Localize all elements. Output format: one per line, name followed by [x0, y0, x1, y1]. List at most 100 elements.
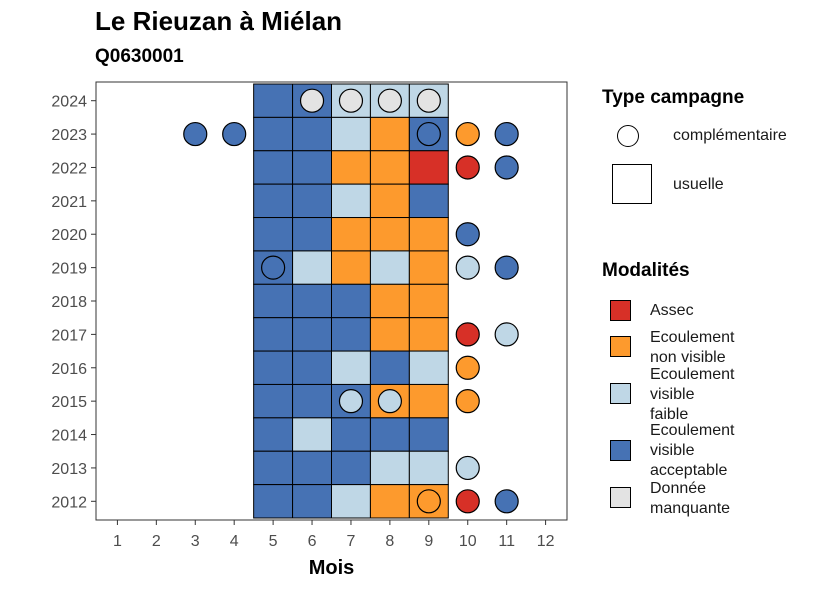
- campaign-point: [494, 322, 519, 347]
- heatmap-tile: [408, 217, 449, 252]
- heatmap-tile: [292, 484, 332, 519]
- color-swatch: [610, 440, 631, 461]
- heatmap-tile: [253, 383, 294, 419]
- heatmap-tile: [331, 484, 371, 519]
- campaign-point: [494, 489, 519, 514]
- color-swatch: [610, 487, 631, 508]
- heatmap-tile: [408, 150, 449, 185]
- heatmap-tile: [292, 350, 332, 385]
- y-tick-label: 2017: [51, 327, 87, 344]
- legend-label-acceptable: Ecoulement visible acceptable: [650, 422, 735, 479]
- campaign-point: [455, 322, 480, 347]
- heatmap-tile: [253, 83, 294, 118]
- heatmap-tile: [331, 350, 371, 385]
- x-tick-label: 1: [113, 533, 122, 550]
- campaign-point: [455, 255, 480, 280]
- heatmap-tile: [253, 417, 294, 452]
- x-tick-label: 5: [269, 533, 278, 550]
- heatmap-tile: [331, 283, 371, 319]
- heatmap-tile: [331, 317, 371, 352]
- heatmap-tile: [253, 484, 294, 519]
- heatmap-tile: [253, 183, 294, 219]
- y-tick-label: 2019: [51, 261, 87, 278]
- legend-label-complementaire: complémentaire: [673, 127, 787, 144]
- heatmap-tile: [253, 116, 294, 152]
- color-swatch: [610, 300, 631, 321]
- campaign-point: [455, 155, 480, 180]
- campaign-point: [416, 121, 441, 147]
- heatmap-tile: [253, 450, 294, 486]
- x-tick-label: 10: [459, 533, 477, 550]
- legend-label-manquante: Donnée manquante: [650, 480, 731, 517]
- heatmap-tile: [253, 150, 294, 185]
- heatmap-tile: [369, 417, 410, 452]
- y-tick-label: 2013: [51, 461, 87, 478]
- heatmap-tile: [292, 383, 332, 419]
- heatmap-tile: [408, 417, 449, 452]
- y-tick-label: 2020: [51, 227, 87, 244]
- heatmap-tile: [369, 450, 410, 486]
- heatmap-tile: [369, 317, 410, 352]
- heatmap-tile: [369, 283, 410, 319]
- campaign-point: [455, 222, 480, 247]
- campaign-point: [455, 455, 480, 481]
- campaign-point: [338, 88, 364, 113]
- legend-label-assec: Assec: [650, 302, 694, 319]
- color-swatch: [610, 383, 631, 404]
- heatmap-tile: [369, 183, 410, 219]
- heatmap-tile: [408, 250, 449, 285]
- y-tick-label: 2016: [51, 361, 87, 378]
- campaign-point: [261, 255, 286, 280]
- chart-title: Le Rieuzan à Miélan: [95, 6, 343, 36]
- heatmap-tile: [253, 283, 294, 319]
- square-marker-icon: [612, 164, 652, 204]
- campaign-point: [455, 121, 480, 147]
- campaign-point: [416, 88, 441, 113]
- y-tick-label: 2023: [51, 127, 87, 144]
- heatmap-tile: [369, 250, 410, 285]
- heatmap-tile: [369, 150, 410, 185]
- heatmap-tile: [408, 317, 449, 352]
- heatmap-tile: [331, 116, 371, 152]
- legend-modalites-title: Modalités: [602, 260, 690, 281]
- legend-item-complementaire: complémentaire: [602, 123, 822, 149]
- x-tick-label: 3: [191, 533, 200, 550]
- heatmap-tile: [292, 250, 332, 285]
- heatmap-tile: [369, 484, 410, 519]
- heatmap-tile: [253, 317, 294, 352]
- x-axis-title: Mois: [309, 557, 355, 579]
- heatmap-tile: [292, 183, 332, 219]
- x-tick-label: 4: [230, 533, 239, 550]
- heatmap-tile: [292, 150, 332, 185]
- campaign-point: [455, 389, 480, 414]
- y-tick-label: 2014: [51, 428, 87, 445]
- heatmap-tile: [292, 283, 332, 319]
- heatmap-tile: [331, 150, 371, 185]
- legend-label-non-visible: Ecoulement non visible: [650, 329, 735, 366]
- x-tick-label: 8: [385, 533, 394, 550]
- campaign-point: [494, 121, 519, 147]
- heatmap-tile: [292, 116, 332, 152]
- heatmap-tile: [331, 417, 371, 452]
- x-tick-label: 7: [347, 533, 356, 550]
- heatmap-tile: [331, 450, 371, 486]
- heatmap-tile: [253, 217, 294, 252]
- x-tick-label: 6: [308, 533, 317, 550]
- heatmap-tile: [369, 350, 410, 385]
- legend-type-title: Type campagne: [602, 87, 745, 108]
- heatmap-tile: [331, 217, 371, 252]
- chart-subtitle: Q0630001: [95, 46, 184, 67]
- x-tick-label: 9: [424, 533, 433, 550]
- campaign-point: [494, 255, 519, 280]
- circle-marker-icon: [617, 125, 639, 147]
- heatmap-tile: [408, 383, 449, 419]
- heatmap-tile: [408, 283, 449, 319]
- campaign-point: [455, 489, 480, 514]
- legend-label-usuelle: usuelle: [673, 176, 724, 193]
- heatmap-tile: [253, 350, 294, 385]
- heatmap-tile: [408, 350, 449, 385]
- heatmap-tile: [331, 183, 371, 219]
- heatmap-tile: [369, 217, 410, 252]
- campaign-point: [183, 121, 208, 147]
- campaign-point: [299, 88, 325, 113]
